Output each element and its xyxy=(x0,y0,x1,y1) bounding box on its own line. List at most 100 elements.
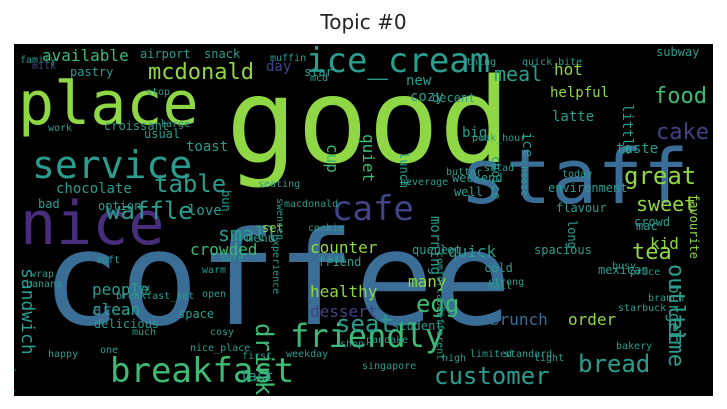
word-spacious: spacious xyxy=(534,243,592,257)
word-set: set xyxy=(262,221,284,235)
word-coffee: coffee xyxy=(42,203,512,355)
word-taste: taste xyxy=(616,141,659,157)
word-strong: strong xyxy=(488,277,525,288)
word-star: star xyxy=(304,65,333,79)
word-sweet: sweet xyxy=(636,192,697,216)
word-lot: lot xyxy=(440,243,462,257)
word-nice-place: nice_place xyxy=(190,343,251,354)
word-friend: friend xyxy=(318,255,362,269)
word-peak-hour: peak_hour xyxy=(472,133,527,144)
word-available: available xyxy=(42,46,129,65)
word-much: much xyxy=(132,327,157,338)
word-price: price xyxy=(630,267,661,278)
word-option: option xyxy=(98,199,142,213)
word-high: high xyxy=(442,353,467,364)
word-convenient: convenient xyxy=(14,322,17,395)
word-place: place xyxy=(18,69,199,139)
word-well: well xyxy=(454,185,483,199)
word-queue: queue xyxy=(412,243,449,257)
word-healthy: healthy xyxy=(310,282,378,301)
word-cheese: cheese xyxy=(518,160,529,197)
word-breakfast: breakfast xyxy=(110,351,295,391)
word-salad: salad xyxy=(484,163,515,174)
word-banana: banana xyxy=(26,279,63,290)
word-nice: nice xyxy=(20,189,165,259)
word-day: day xyxy=(266,59,292,75)
word-snack: snack xyxy=(204,47,241,61)
word-beverage: beverage xyxy=(400,177,449,188)
word-seat: seat xyxy=(336,310,394,338)
word-bread: bread xyxy=(578,350,651,378)
word-cookie: cookie xyxy=(308,223,345,234)
word-happy: happy xyxy=(48,349,79,360)
word-brunch: brunch xyxy=(490,310,548,329)
word-counter: counter xyxy=(310,238,378,257)
word-cafe: cafe xyxy=(332,189,414,229)
word-big: big xyxy=(462,125,488,141)
word-thing: thing xyxy=(466,57,497,68)
word-table: table xyxy=(154,170,227,198)
word-many: many xyxy=(408,272,447,291)
word-good: good xyxy=(226,52,511,190)
word-different: different xyxy=(434,306,445,361)
word-order: order xyxy=(568,310,617,329)
word-subway: subway xyxy=(656,45,700,59)
word-student: student xyxy=(392,319,443,333)
word-croissant: croissant xyxy=(104,119,170,133)
word-mall: mall xyxy=(488,281,513,292)
word-soft: soft xyxy=(96,255,121,266)
word-branch: branch xyxy=(648,293,685,304)
word-muffin: muffin xyxy=(270,53,307,64)
word-cake: cake xyxy=(656,120,709,145)
word-work: work xyxy=(48,123,73,134)
word-space: space xyxy=(178,307,215,321)
word-quiet: quiet xyxy=(359,134,378,183)
word-shop: shop xyxy=(340,339,365,350)
word-bad: bad xyxy=(38,197,60,211)
word-customer: customer xyxy=(434,362,550,390)
word-quick-bite: quick_bite xyxy=(522,57,583,68)
word-starbuck: starbuck xyxy=(618,303,667,314)
word-decent: decent xyxy=(432,91,476,105)
word-bun: bun xyxy=(219,190,233,212)
word-tea: tea xyxy=(632,240,672,265)
word-large: large xyxy=(160,119,191,130)
word-family: family xyxy=(20,55,57,66)
word-area: area xyxy=(92,300,131,319)
word-mcdonald: mcdonald xyxy=(148,60,254,85)
word-pastry: pastry xyxy=(70,65,114,79)
word-favourite: favourite xyxy=(687,194,701,260)
word-bit: bit xyxy=(328,255,347,266)
word-cloud-panel: good coffee staff place nice service ice_cream… xyxy=(14,44,713,396)
word-chocolate: chocolate xyxy=(56,181,132,197)
word-seating: seating xyxy=(258,179,301,190)
word-new: new xyxy=(406,73,432,89)
word-clean: clean xyxy=(92,300,141,319)
word-staff: staff xyxy=(460,132,689,221)
plot-title: Topic #0 xyxy=(320,10,407,34)
word-standard: standard xyxy=(504,349,553,360)
word-weekday: weekday xyxy=(286,349,329,360)
word-wrap: wrap xyxy=(30,269,55,280)
word-flavour: flavour xyxy=(556,201,607,215)
word-airport: airport xyxy=(140,47,191,61)
word-mexican: mexican xyxy=(598,263,649,277)
word-weekend: weekend xyxy=(452,171,503,185)
word-dessert: dessert xyxy=(310,302,378,321)
word-one: one xyxy=(100,345,119,356)
word-helpful: helpful xyxy=(550,85,610,101)
word-toast: toast xyxy=(186,139,229,155)
word-people: people xyxy=(92,280,150,299)
word-latte: latte xyxy=(552,109,595,125)
word-long: long xyxy=(565,220,579,249)
word-cosy: cosy xyxy=(210,327,235,338)
word-singapore: singapore xyxy=(362,361,417,372)
word-quick: quick xyxy=(448,242,497,261)
word-mcd: mcd xyxy=(310,73,329,84)
word-milk: milk xyxy=(32,61,57,72)
word-hot: hot xyxy=(554,60,583,79)
word-warm: warm xyxy=(202,265,227,276)
word-crowded: crowded xyxy=(190,240,258,259)
word-today: today xyxy=(562,169,593,180)
word-waffle: waffle xyxy=(106,197,193,225)
